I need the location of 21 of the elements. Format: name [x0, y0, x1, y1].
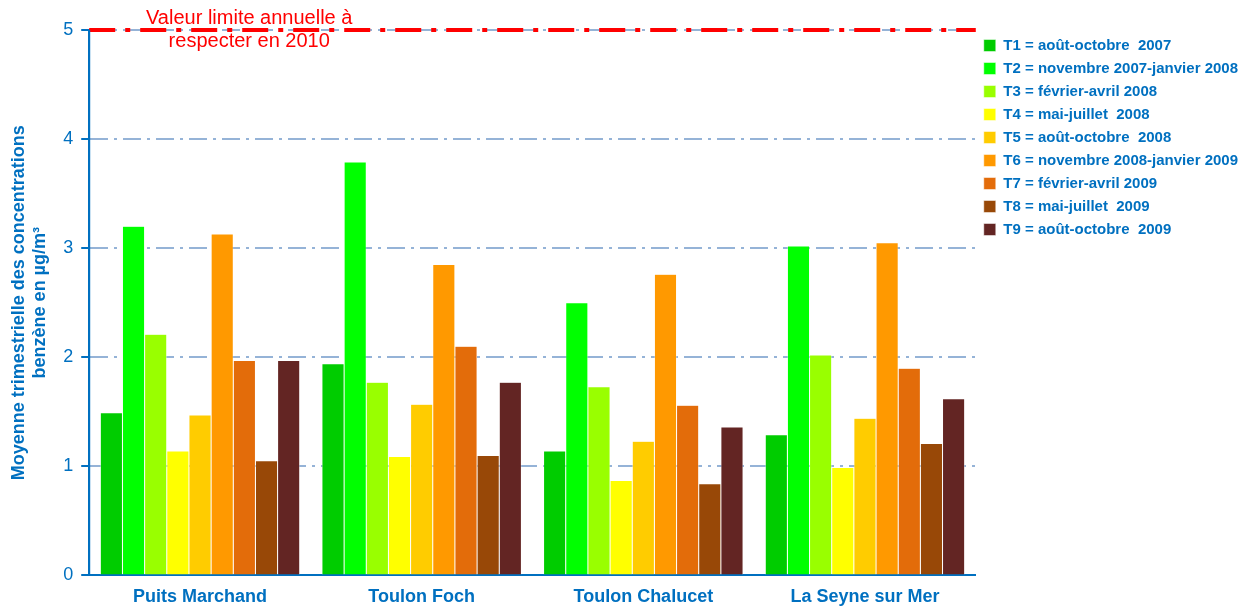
- legend-label: T2 = novembre 2007-janvier 2008: [1003, 58, 1239, 76]
- y-tick-label: 2: [63, 346, 74, 367]
- legend-label: T1 = août-octobre 2007: [1003, 35, 1172, 53]
- legend-label: T6 = novembre 2008-janvier 2009: [1003, 150, 1239, 168]
- y-tick-label: 3: [63, 237, 74, 258]
- legend-label: T8 = mai-juillet 2009: [1003, 196, 1150, 214]
- x-tick-label: Toulon Foch: [368, 586, 475, 607]
- legend-label: T3 = février-avril 2008: [1003, 81, 1158, 99]
- x-tick-label: Puits Marchand: [133, 586, 268, 607]
- y-tick-label: 5: [63, 18, 74, 39]
- y-tick-label: 1: [63, 455, 74, 476]
- y-tick-label: 4: [63, 128, 74, 149]
- y-axis-title: Moyenne trimestrielle des concentrations benzène en µg/m³: [7, 125, 50, 481]
- x-tick-label: La Seyne sur Mer: [790, 586, 940, 607]
- legend-label: T9 = août-octobre 2009: [1003, 219, 1172, 237]
- y-tick-label: 0: [63, 564, 74, 585]
- legend-label: T4 = mai-juillet 2008: [1003, 104, 1150, 122]
- ref-line-label: Valeur limite annuelle à respecter en 2010: [146, 6, 354, 52]
- x-tick-label: Toulon Chalucet: [573, 586, 714, 607]
- legend-label: T7 = février-avril 2009: [1003, 173, 1158, 191]
- legend-label: T5 = août-octobre 2008: [1003, 127, 1172, 145]
